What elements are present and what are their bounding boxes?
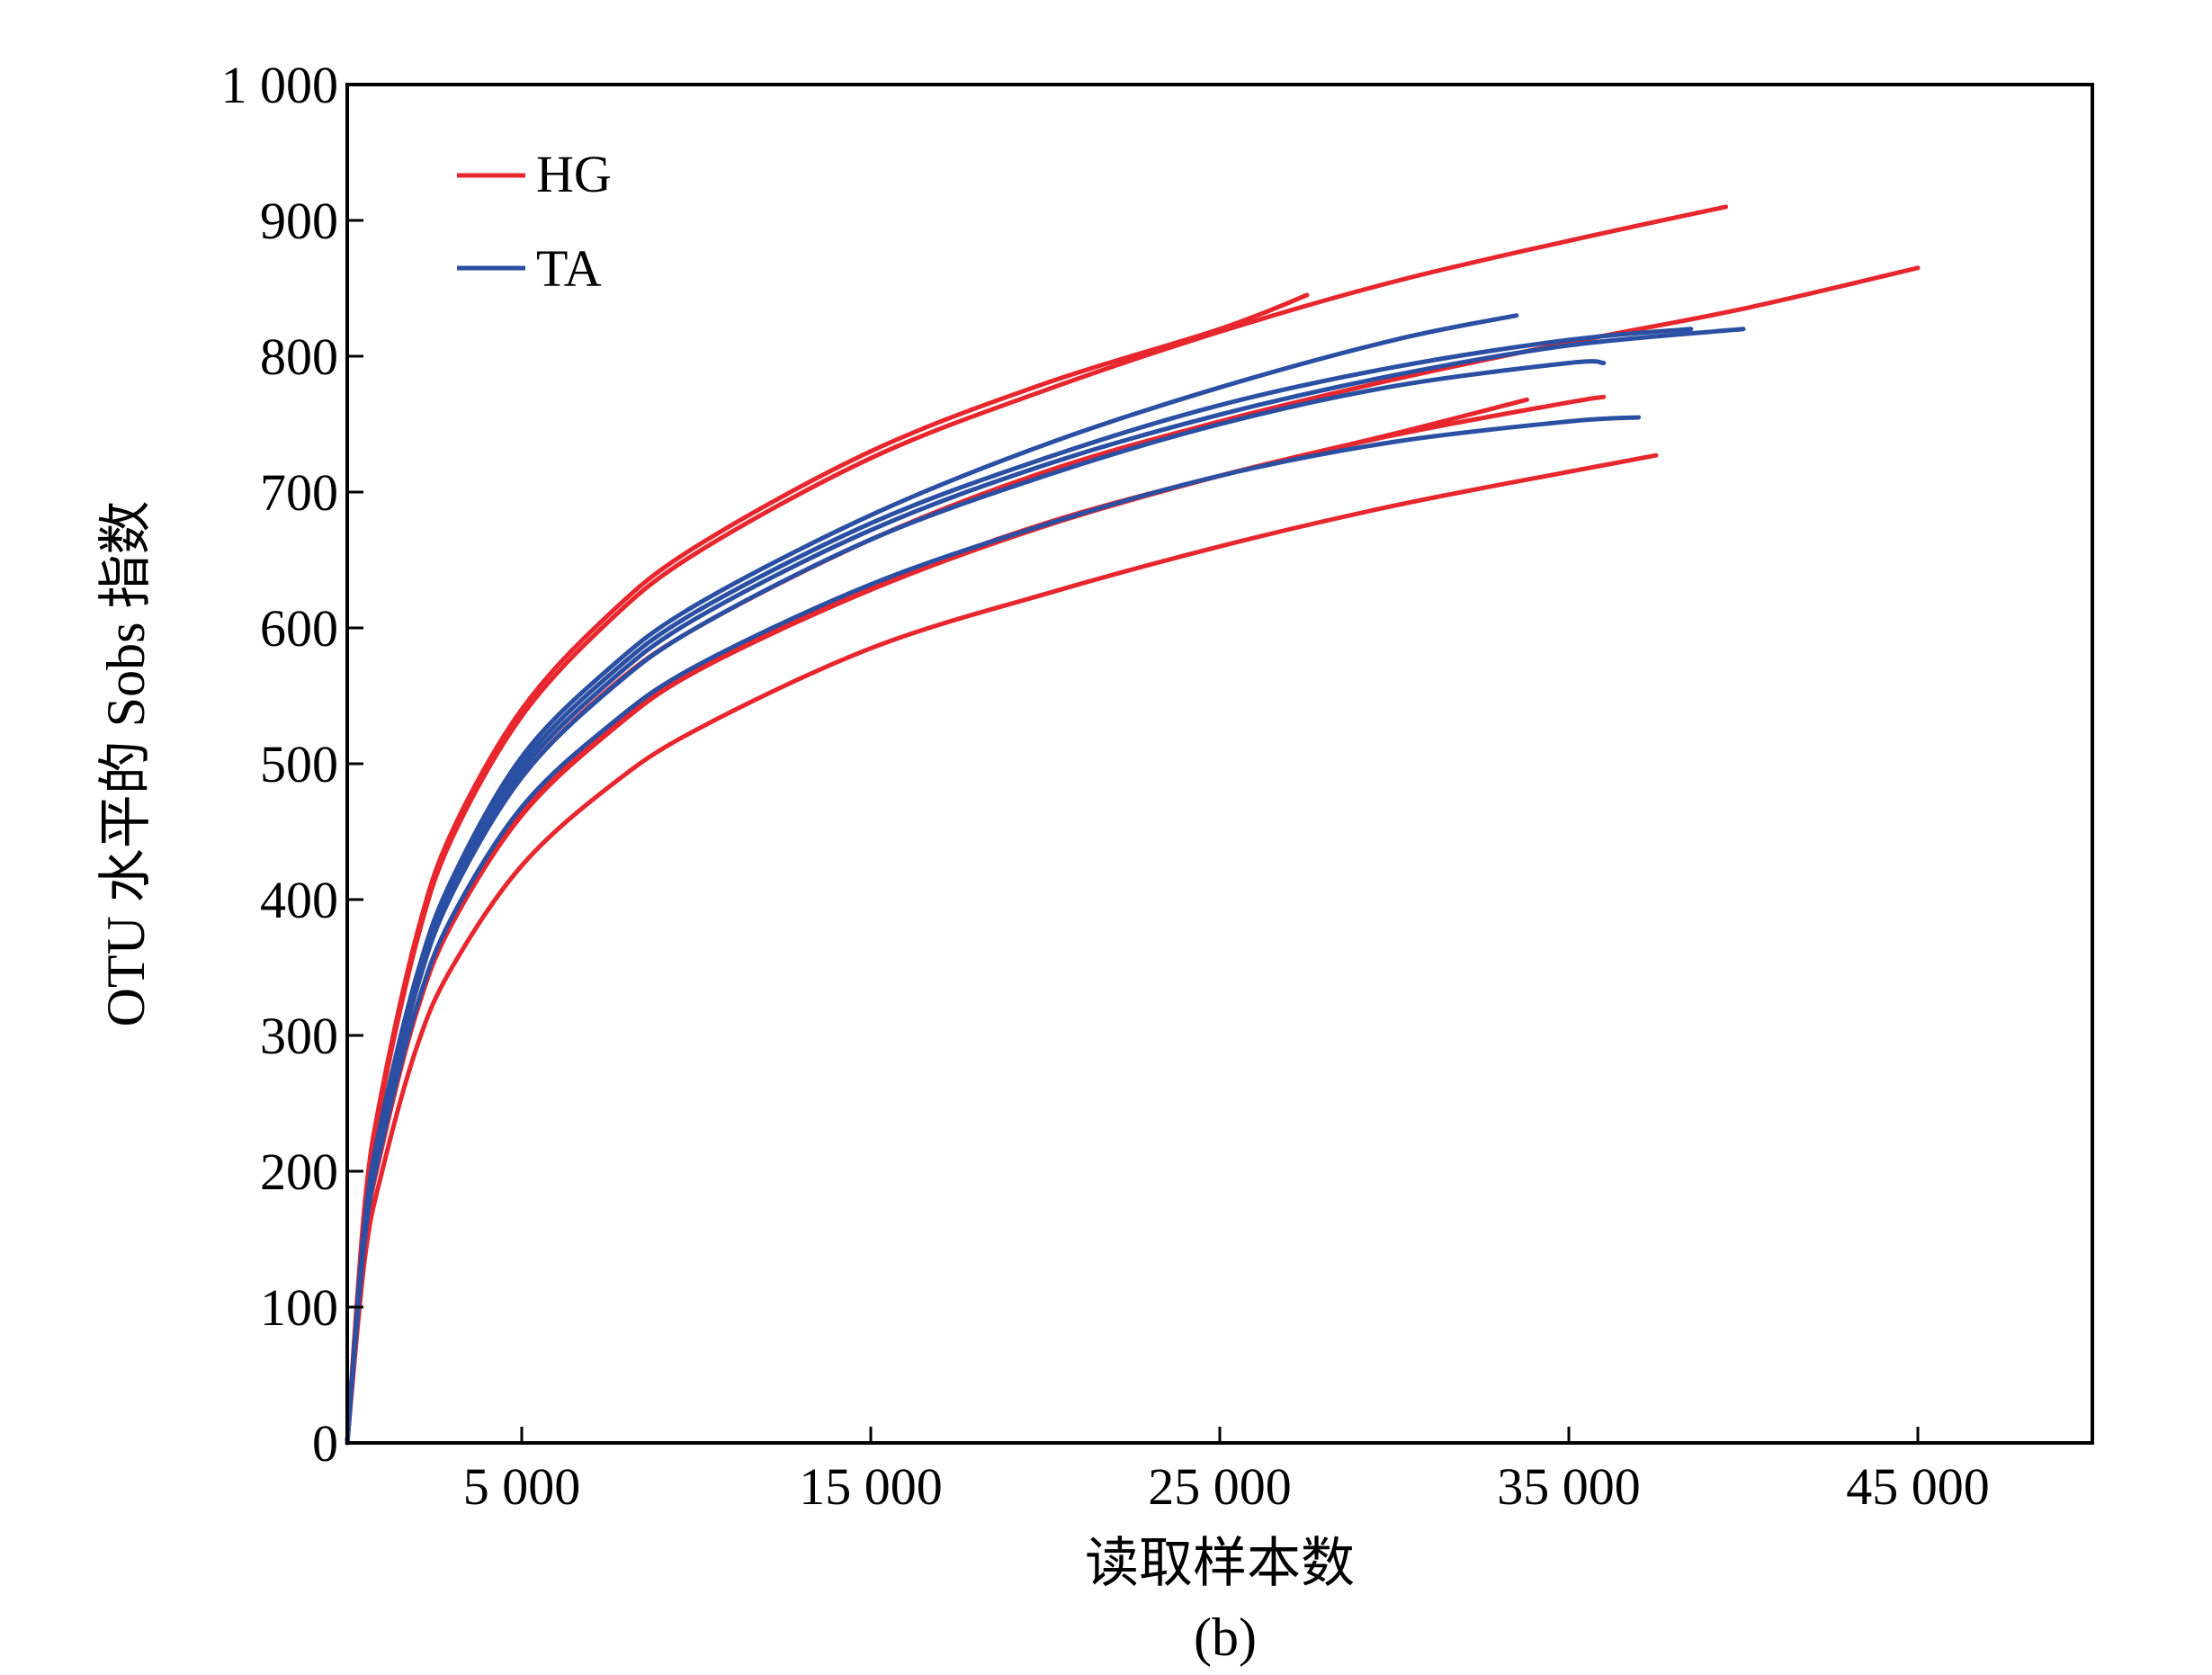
legend-label-ta: TA	[536, 239, 602, 298]
x-axis-title: 读取样本数	[1085, 1534, 1355, 1593]
x-tick-label: 35 000	[1497, 1457, 1641, 1516]
series-line-hg	[345, 204, 1729, 1446]
series-layer	[345, 204, 1921, 1446]
y-tick-label: 500	[260, 735, 338, 793]
legend: HG TA	[457, 145, 612, 298]
y-tick-label: 600	[260, 599, 338, 658]
series-line-ta	[345, 359, 1607, 1446]
y-tick-label: 100	[260, 1278, 338, 1337]
y-tick-label: 1 000	[221, 56, 339, 114]
y-tick-label: 900	[260, 192, 338, 250]
y-tick-label: 700	[260, 463, 338, 522]
y-tick-label: 200	[260, 1142, 338, 1201]
x-tick-label: 45 000	[1846, 1457, 1990, 1516]
y-axis: 0 100 200 300 400 500 600 700 800 900 1 000	[221, 56, 363, 1473]
series-line-ta	[345, 415, 1642, 1446]
y-tick-label: 800	[260, 327, 338, 386]
x-axis: 5 000 15 000 25 000 35 000 45 000	[463, 1427, 1990, 1516]
x-tick-label: 15 000	[799, 1457, 943, 1516]
legend-label-hg: HG	[536, 145, 612, 203]
x-tick-label: 5 000	[463, 1457, 581, 1516]
y-tick-label: 0	[312, 1414, 338, 1473]
x-tick-label: 25 000	[1148, 1457, 1292, 1516]
figure-caption: (b)	[1194, 1608, 1257, 1667]
y-axis-title: OTU 水平的 Sobs 指数	[96, 500, 156, 1026]
series-line-hg	[345, 452, 1659, 1446]
y-tick-label: 400	[260, 871, 338, 929]
y-tick-label: 300	[260, 1007, 338, 1065]
